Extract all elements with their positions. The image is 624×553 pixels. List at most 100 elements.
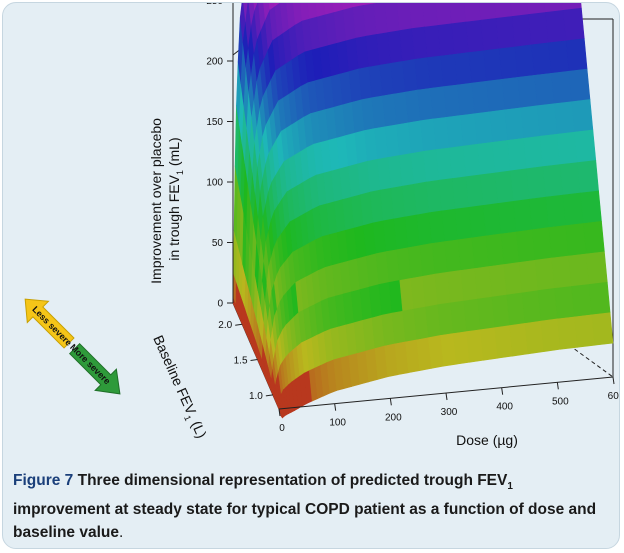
surface-patch <box>519 259 539 294</box>
surface-plot: 050100150200250 0100200300400500600 1.01… <box>24 3 620 448</box>
surface-patch <box>583 220 605 255</box>
surface-patch <box>463 3 482 23</box>
surface <box>232 3 614 419</box>
x-tick-label: 100 <box>329 418 346 429</box>
x-axis-title: Dose (µg) <box>456 432 518 448</box>
x-tick-label: 300 <box>441 407 458 418</box>
surface-patch <box>449 3 467 25</box>
surface-patch <box>479 3 497 21</box>
caption-text: Three dimensional representation of pred… <box>13 472 597 542</box>
surface-patch <box>548 40 570 74</box>
surface-patch <box>554 286 575 320</box>
surface-patch <box>243 3 249 23</box>
x-tick-label: 0 <box>279 423 285 434</box>
more-severe-label: More severe <box>68 342 112 386</box>
surface-patch <box>585 251 608 285</box>
x-tick-label: 600 <box>608 391 620 402</box>
z-tick-label: 50 <box>212 238 224 249</box>
surface-patch <box>521 290 542 324</box>
figure-frame: 050100150200250 0100200300400500600 1.01… <box>2 2 620 549</box>
surface-patch <box>531 42 552 76</box>
surface-patch <box>483 48 503 82</box>
surface-patch <box>557 316 578 350</box>
surface-patch <box>529 196 550 231</box>
surface-patch <box>562 7 585 42</box>
surface-patch <box>517 74 538 109</box>
surface-patch <box>435 3 453 26</box>
surface-patch <box>526 166 547 200</box>
surface-patch <box>504 107 525 141</box>
x-tick <box>556 382 559 390</box>
surface-patch <box>507 137 527 172</box>
surface-patch <box>528 12 549 46</box>
surface-patch <box>534 257 555 291</box>
x-tick <box>445 392 448 401</box>
x-tick <box>334 403 337 411</box>
surface-patch <box>537 103 558 137</box>
surface-patch <box>542 164 564 198</box>
surface-patch <box>509 323 529 357</box>
z-tick-label: 100 <box>206 178 223 189</box>
surface-patch <box>559 162 581 196</box>
surface-patch <box>506 292 526 326</box>
y-tick <box>265 394 273 397</box>
x-tick-label: 200 <box>385 412 402 423</box>
surface-patch <box>565 38 588 72</box>
x-tick <box>278 408 281 417</box>
surface-patch <box>562 192 584 226</box>
surface-patch <box>540 318 561 352</box>
surface-patch <box>480 17 500 52</box>
surface-patch <box>503 262 523 296</box>
surface-patch <box>520 105 541 139</box>
surface-patch <box>409 3 426 29</box>
surface-patch <box>537 288 558 322</box>
surface-patch <box>523 135 544 170</box>
surface-patch <box>574 129 597 163</box>
less-severe-arrow: Less severe <box>24 298 75 349</box>
surface-patch <box>500 231 520 265</box>
y-tick-label: 2.0 <box>218 320 232 331</box>
x-tick-label: 400 <box>496 402 513 413</box>
surface-patch <box>496 16 516 50</box>
surface-patch <box>494 3 513 19</box>
z-axis-title: Improvement over placebo in trough FEV1 … <box>148 114 185 284</box>
surface-patch <box>514 44 535 78</box>
surface-patch <box>545 194 567 228</box>
z-tick-label: 150 <box>206 117 223 128</box>
surface-patch <box>511 14 532 48</box>
surface-patch <box>591 312 614 346</box>
z-axis: 0 50 100 150 200 250 <box>206 3 234 310</box>
surface-patch <box>501 76 522 111</box>
figure-label: Figure 7 <box>13 472 74 489</box>
surface-patch <box>545 9 567 44</box>
surface-patch <box>494 170 514 204</box>
surface-patch <box>539 133 561 167</box>
surface-patch <box>551 70 573 105</box>
y-axis: 1.0 1.5 2.0 <box>218 320 273 402</box>
x-tick <box>389 398 392 406</box>
x-tick <box>501 387 504 395</box>
figure-caption: Figure 7 Three dimensional representatio… <box>13 472 597 542</box>
z-tick-label: 200 <box>206 57 223 68</box>
surface-patch <box>516 229 536 263</box>
surface-patch <box>510 168 530 202</box>
surface-patch <box>571 99 594 133</box>
x-tick-label: 500 <box>552 396 569 407</box>
y-tick-label: 1.0 <box>249 391 263 402</box>
y-tick <box>235 323 243 326</box>
surface-patch <box>498 46 519 80</box>
surface-patch <box>574 314 596 348</box>
surface-patch <box>488 264 508 298</box>
surface-patch <box>568 253 590 287</box>
surface-patch <box>588 281 611 316</box>
y-tick-label: 1.5 <box>234 356 248 367</box>
x-axis: 0 100 200 300 400 500 600 <box>278 376 620 434</box>
surface-patch <box>492 139 512 174</box>
surface-patch <box>497 200 517 235</box>
surface-patch <box>548 225 570 259</box>
surface-patch <box>534 72 555 107</box>
surface-patch <box>486 78 506 113</box>
surface-patch <box>580 190 602 224</box>
x-tick <box>612 376 615 385</box>
surface-patch <box>532 227 553 261</box>
